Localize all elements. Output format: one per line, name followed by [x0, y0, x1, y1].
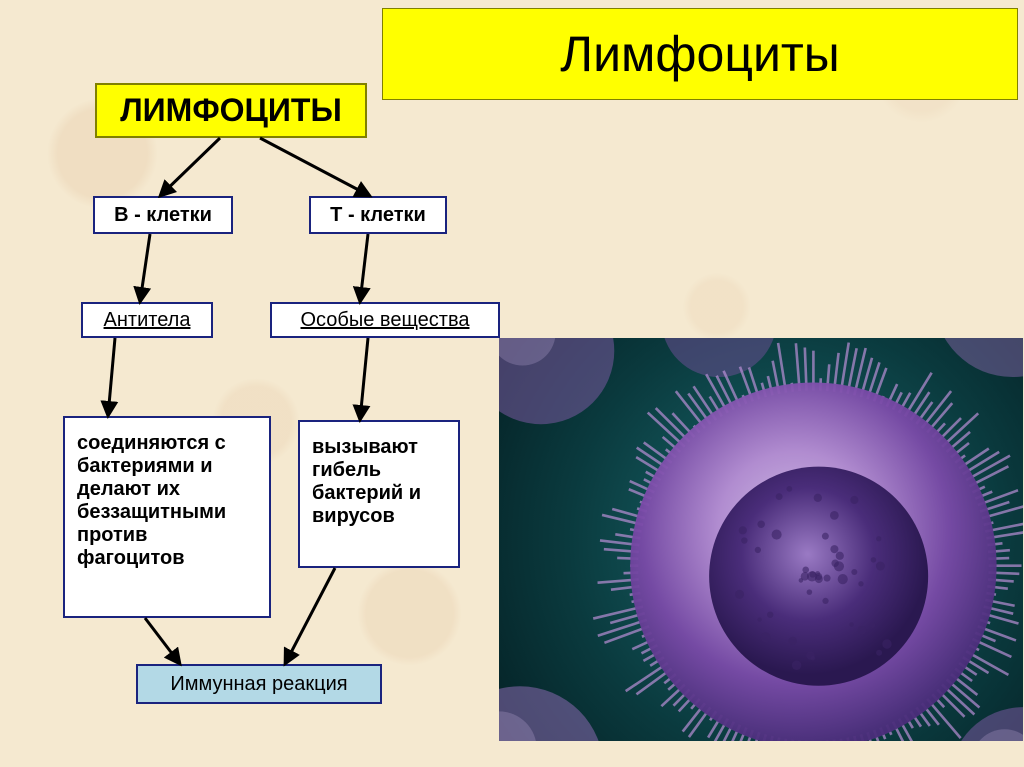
node-t-cells: Т - клетки — [309, 196, 447, 234]
node-b-cells: В - клетки — [93, 196, 233, 234]
lymphocyte-illustration — [499, 338, 1023, 741]
node-t-desc: вызывают гибель бактерий и вирусов — [298, 420, 460, 568]
node-b-desc: соединяются с бактериями и делают их без… — [63, 416, 271, 618]
node-antibodies: Антитела — [81, 302, 213, 338]
node-root: ЛИМФОЦИТЫ — [95, 83, 367, 138]
node-immune: Иммунная реакция — [136, 664, 382, 704]
node-substances: Особые вещества — [270, 302, 500, 338]
title-banner: Лимфоциты — [382, 8, 1018, 100]
